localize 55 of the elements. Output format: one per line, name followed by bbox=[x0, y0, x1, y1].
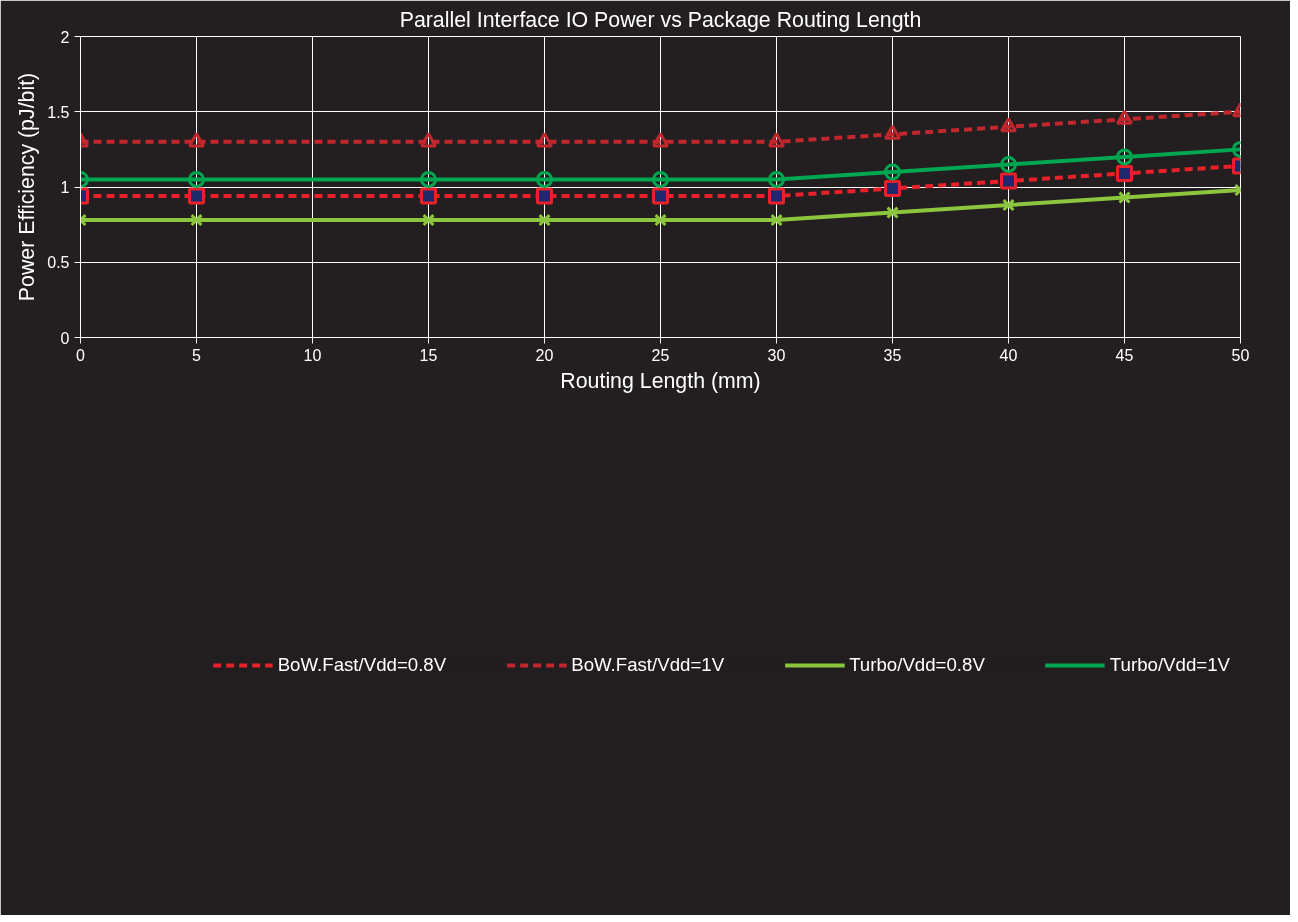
point bbox=[420, 187, 437, 205]
point bbox=[768, 132, 785, 148]
point bbox=[422, 213, 435, 227]
point bbox=[652, 170, 669, 188]
point bbox=[188, 170, 205, 188]
y-axis-title: Power Efficiency (pJ/bit) bbox=[15, 72, 40, 302]
x-tick-label: 45 bbox=[1115, 346, 1134, 364]
point bbox=[886, 206, 899, 220]
chart-title: Parallel Interface IO Power vs Package Routing Length bbox=[399, 7, 922, 32]
x-axis-title: Routing Length (mm) bbox=[560, 368, 761, 393]
legend-label: BoW.Fast/Vdd=1V bbox=[571, 654, 725, 676]
point bbox=[1116, 109, 1133, 125]
point bbox=[188, 187, 205, 205]
x-tick-label: 15 bbox=[419, 346, 438, 364]
legend-label: Turbo/Vdd=1V bbox=[1109, 654, 1230, 676]
point bbox=[538, 213, 551, 227]
point bbox=[420, 170, 437, 188]
point bbox=[1116, 164, 1133, 182]
point bbox=[768, 187, 785, 205]
y-tick-label: 0.5 bbox=[47, 254, 70, 272]
point bbox=[654, 213, 667, 227]
y-tick-label: 1 bbox=[60, 179, 70, 196]
x-tick-label: 35 bbox=[883, 346, 902, 364]
point bbox=[770, 213, 783, 227]
point bbox=[190, 213, 203, 227]
point bbox=[652, 132, 669, 148]
point bbox=[536, 187, 553, 205]
y-tick-label: 0 bbox=[60, 329, 70, 347]
point bbox=[1116, 148, 1133, 166]
point bbox=[1000, 155, 1017, 173]
point bbox=[420, 132, 437, 148]
x-tick-label: 20 bbox=[535, 346, 554, 364]
point bbox=[1000, 172, 1017, 190]
point bbox=[536, 132, 553, 148]
legend-label: Turbo/Vdd=0.8V bbox=[849, 654, 985, 676]
point bbox=[536, 170, 553, 188]
point bbox=[652, 187, 669, 205]
x-tick-label: 5 bbox=[192, 346, 202, 364]
x-tick-label: 50 bbox=[1231, 346, 1250, 364]
x-tick-label: 40 bbox=[999, 346, 1018, 364]
x-tick-label: 0 bbox=[76, 346, 86, 364]
y-tick-label: 1.5 bbox=[47, 103, 70, 121]
point bbox=[188, 132, 205, 148]
point bbox=[884, 163, 901, 181]
legend-label: BoW.Fast/Vdd=0.8V bbox=[277, 654, 447, 676]
point bbox=[1002, 198, 1015, 212]
point bbox=[768, 170, 785, 188]
point bbox=[884, 180, 901, 198]
point bbox=[884, 124, 901, 140]
x-tick-label: 30 bbox=[767, 346, 786, 364]
x-tick-label: 25 bbox=[651, 346, 670, 364]
point bbox=[1000, 117, 1017, 133]
x-tick-label: 10 bbox=[303, 346, 322, 364]
point bbox=[1118, 191, 1131, 204]
y-tick-label: 2 bbox=[60, 28, 70, 46]
